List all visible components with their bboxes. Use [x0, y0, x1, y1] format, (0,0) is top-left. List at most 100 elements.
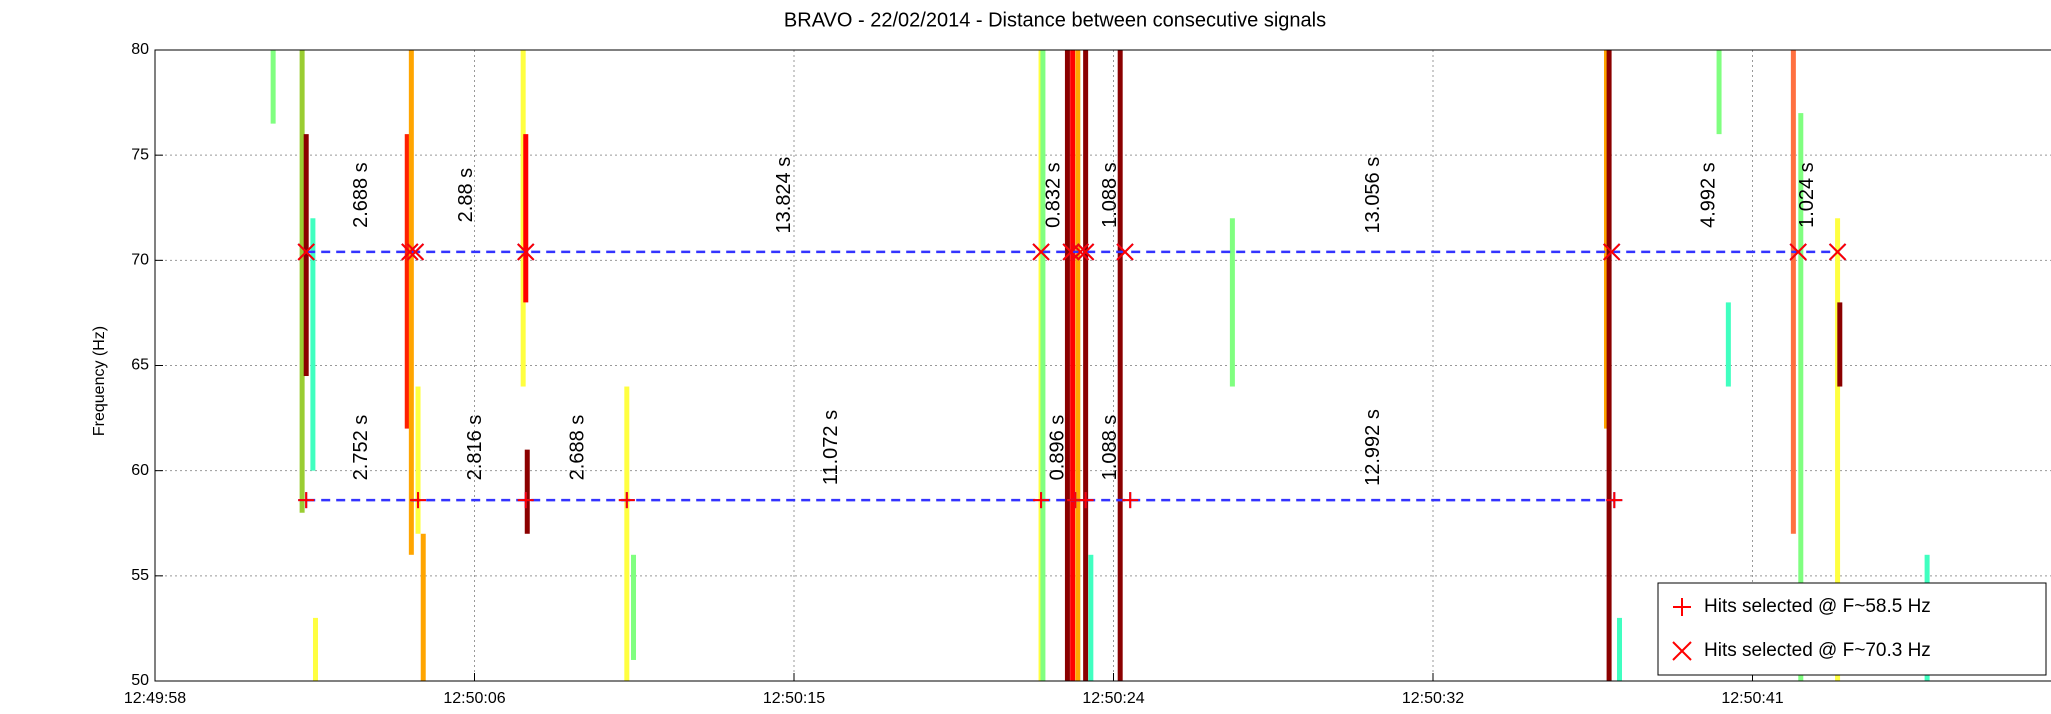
hit-marker — [1033, 492, 1050, 509]
signal-streak — [404, 134, 410, 429]
signal-streak — [1606, 50, 1612, 681]
distance-label: 12.992 s — [1362, 409, 1384, 486]
hit-marker — [1606, 492, 1623, 509]
distance-label: 2.688 s — [350, 162, 372, 228]
marker-stroke — [1077, 492, 1094, 509]
distance-label: 0.832 s — [1042, 162, 1064, 228]
marker-stroke — [1672, 641, 1692, 661]
distance-label: 13.824 s — [773, 157, 795, 234]
signal-streak — [1075, 50, 1081, 681]
hit-marker — [1076, 243, 1095, 261]
marker-stroke — [1032, 243, 1050, 261]
y-tick-label: 75 — [131, 146, 149, 163]
hit-marker — [401, 243, 419, 261]
marker-stroke — [401, 243, 419, 261]
signal-streak — [1603, 50, 1609, 429]
hit-marker — [1789, 243, 1807, 261]
signal-streak — [524, 449, 530, 534]
signal-streak — [1835, 218, 1841, 681]
hit-marker — [410, 492, 427, 509]
hit-marker — [1032, 243, 1050, 261]
signal-streak — [303, 134, 309, 377]
marker-stroke — [1673, 598, 1691, 616]
hit-marker — [517, 492, 534, 509]
signal-streak — [310, 218, 316, 471]
distance-label: 1.088 s — [1099, 415, 1121, 481]
distance-label: 2.688 s — [566, 415, 588, 481]
marker-stroke — [1789, 243, 1807, 261]
y-tick-label: 50 — [131, 672, 149, 689]
marker-stroke — [1602, 243, 1621, 261]
x-tick-label: 12:50:15 — [763, 690, 825, 707]
signal-streak — [1117, 50, 1123, 681]
hit-marker — [618, 492, 635, 509]
marker-stroke — [517, 492, 534, 509]
signal-streak — [523, 134, 529, 303]
legend-symbol — [1672, 641, 1692, 661]
hit-marker — [1602, 243, 1621, 261]
signal-streak — [1229, 218, 1235, 387]
distance-label: 2.816 s — [464, 415, 486, 481]
signal-streak — [1790, 50, 1796, 534]
hit-marker — [1828, 243, 1847, 261]
signal-streak — [1725, 302, 1731, 387]
x-tick-label: 12:50:41 — [1721, 690, 1783, 707]
distance-label: 11.072 s — [820, 410, 842, 485]
marker-stroke — [1122, 492, 1139, 509]
y-tick-label: 60 — [131, 462, 149, 479]
signal-streak — [420, 533, 426, 681]
signal-streak — [1716, 50, 1722, 135]
signal-streak — [1070, 50, 1076, 681]
marker-stroke — [1828, 243, 1847, 261]
marker-stroke — [410, 492, 427, 509]
marker-stroke — [1606, 492, 1623, 509]
legend-label: Hits selected @ F~58.5 Hz — [1704, 596, 1931, 617]
y-tick-label: 80 — [131, 41, 149, 58]
signal-streak — [631, 554, 637, 660]
signal-streak — [1083, 50, 1089, 681]
hit-marker — [1077, 492, 1094, 509]
distance-label: 0.896 s — [1046, 415, 1068, 481]
signal-streak — [1040, 50, 1046, 681]
x-tick-label: 12:50:06 — [443, 690, 505, 707]
x-tick-label: 12:50:24 — [1082, 690, 1144, 707]
marker-stroke — [1076, 243, 1095, 261]
signal-streak — [520, 50, 526, 387]
signal-streak — [415, 386, 421, 534]
legend-label: Hits selected @ F~70.3 Hz — [1704, 640, 1931, 661]
legend-box — [1657, 582, 2047, 676]
signal-streak — [624, 386, 630, 681]
signal-streak — [1064, 50, 1070, 681]
y-tick-label: 55 — [131, 567, 149, 584]
marker-stroke — [517, 243, 535, 261]
signal-streak — [1088, 554, 1094, 681]
signal-streak — [299, 50, 305, 513]
marker-stroke — [297, 243, 315, 261]
hit-marker — [1116, 243, 1134, 261]
chart-title: BRAVO - 22/02/2014 - Distance between co… — [784, 9, 1326, 31]
signal-streak — [1616, 617, 1622, 681]
signal-streak — [312, 617, 318, 681]
signal-streak — [1798, 113, 1804, 682]
signal-streak — [270, 50, 276, 124]
marker-stroke — [618, 492, 635, 509]
y-tick-label: 65 — [131, 357, 149, 374]
hit-marker — [1071, 243, 1090, 261]
signal-streak — [408, 50, 414, 555]
hit-marker — [297, 243, 315, 261]
distance-label: 2.752 s — [350, 415, 372, 481]
y-tick-label: 70 — [131, 252, 149, 269]
plot-frame — [154, 49, 2051, 682]
y-axis-label: Frequency (Hz) — [91, 326, 108, 436]
x-tick-label: 12:50:32 — [1402, 690, 1464, 707]
distance-label: 13.056 s — [1362, 157, 1384, 234]
marker-stroke — [1116, 243, 1134, 261]
distance-label: 4.992 s — [1697, 162, 1719, 228]
marker-stroke — [1071, 243, 1090, 261]
marker-stroke — [406, 243, 425, 261]
hit-marker — [517, 243, 535, 261]
distance-label: 2.88 s — [455, 168, 477, 222]
marker-stroke — [298, 492, 315, 509]
hit-marker — [298, 492, 315, 509]
distance-label: 1.024 s — [1796, 162, 1818, 228]
